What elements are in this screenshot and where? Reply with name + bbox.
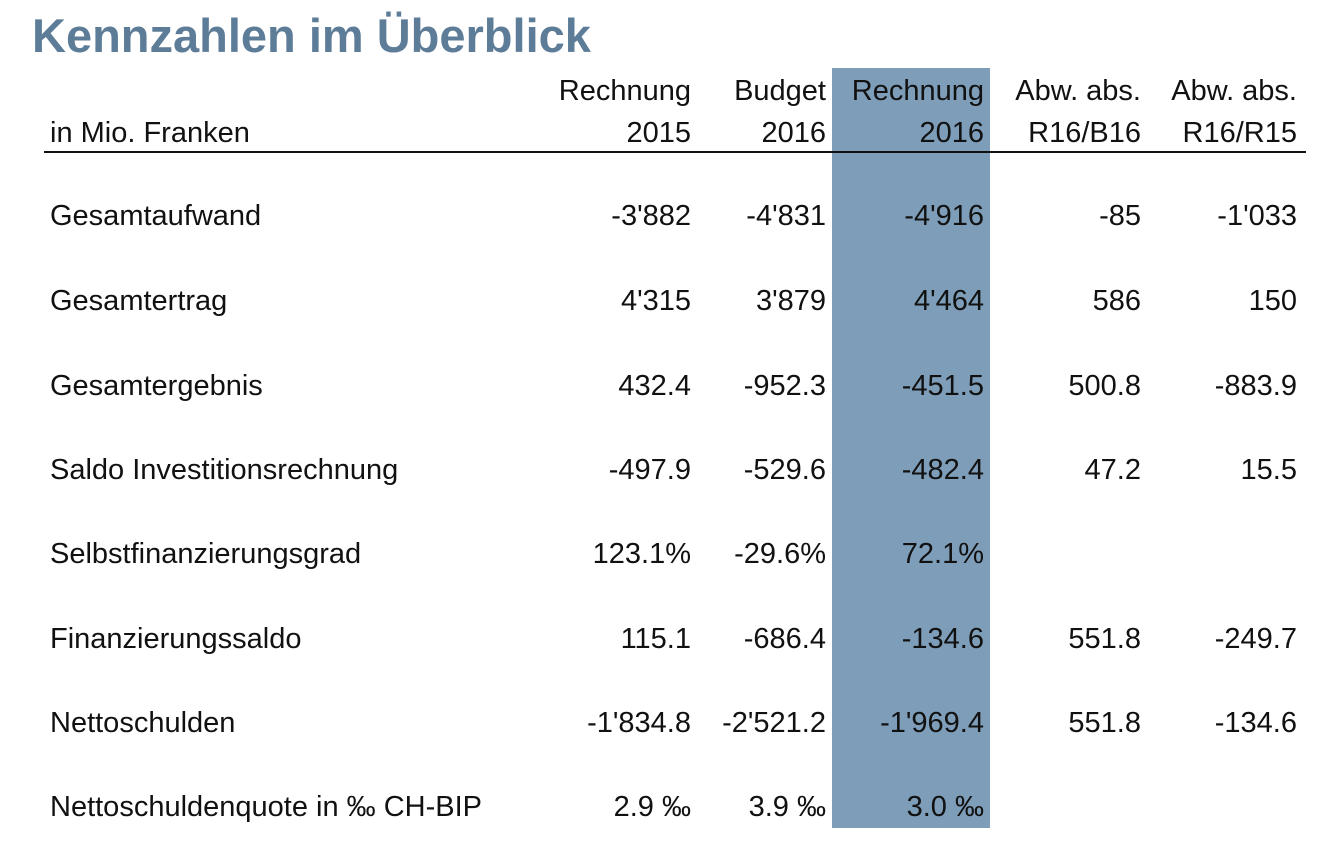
- row-label: Finanzierungssaldo: [50, 623, 302, 655]
- cell-rechnung-2015: -497.9: [608, 454, 691, 486]
- cell-rechnung-2015: -1'834.8: [587, 707, 691, 739]
- cell-budget-2016: -686.4: [743, 623, 826, 655]
- row-label: Gesamtertrag: [50, 285, 228, 317]
- cell-rechnung-2016: -1'969.4: [880, 707, 984, 739]
- col-header-rechnung-2016-line1: Rechnung: [851, 75, 984, 107]
- row-label: Gesamtaufwand: [50, 200, 262, 232]
- cell-rechnung-2015: 2.9 ‰: [613, 791, 691, 823]
- page-title: Kennzahlen im Überblick: [32, 9, 591, 62]
- cell-abw-r16-b16: 551.8: [1068, 707, 1141, 739]
- row-label: Nettoschuldenquote in ‰ CH-BIP: [50, 791, 482, 823]
- col-header-abw-r16-b16-line2: R16/B16: [1028, 117, 1141, 149]
- cell-abw-r16-r15: 150: [1248, 285, 1297, 317]
- cell-abw-r16-r15: -134.6: [1214, 707, 1297, 739]
- cell-abw-r16-b16: 551.8: [1068, 623, 1141, 655]
- col-header-abw-r16-r15-line1: Abw. abs.: [1171, 75, 1297, 107]
- cell-rechnung-2015: -3'882: [611, 200, 691, 232]
- cell-abw-r16-b16: 586: [1092, 285, 1141, 317]
- col-header-abw-r16-b16-line1: Abw. abs.: [1015, 75, 1141, 107]
- cell-rechnung-2015: 4'315: [620, 285, 691, 317]
- col-header-rechnung-2015-line2: 2015: [626, 117, 691, 149]
- cell-abw-r16-r15: -249.7: [1214, 623, 1297, 655]
- col-header-budget-2016-line2: 2016: [761, 117, 826, 149]
- cell-rechnung-2016: 3.0 ‰: [906, 791, 984, 823]
- cell-abw-r16-b16: -85: [1099, 200, 1141, 232]
- highlighted-column-background: [832, 68, 990, 828]
- col-header-abw-r16-r15-line2: R16/R15: [1182, 117, 1297, 149]
- cell-rechnung-2016: -482.4: [901, 454, 984, 486]
- header-rule: [44, 151, 1306, 153]
- cell-abw-r16-b16: 47.2: [1084, 454, 1141, 486]
- cell-rechnung-2015: 432.4: [618, 370, 691, 402]
- cell-rechnung-2015: 123.1%: [592, 538, 691, 570]
- cell-budget-2016: -952.3: [743, 370, 826, 402]
- cell-abw-r16-r15: 15.5: [1240, 454, 1297, 486]
- cell-budget-2016: -529.6: [743, 454, 826, 486]
- cell-budget-2016: -29.6%: [734, 538, 826, 570]
- row-label: Nettoschulden: [50, 707, 236, 739]
- col-header-budget-2016-line1: Budget: [734, 75, 826, 107]
- cell-rechnung-2016: 4'464: [913, 285, 984, 317]
- cell-abw-r16-b16: 500.8: [1068, 370, 1141, 402]
- cell-budget-2016: -2'521.2: [722, 707, 826, 739]
- cell-rechnung-2016: -451.5: [901, 370, 984, 402]
- cell-rechnung-2016: -134.6: [901, 623, 984, 655]
- cell-budget-2016: -4'831: [746, 200, 826, 232]
- row-label: Gesamtergebnis: [50, 370, 263, 402]
- row-label: Selbstfinanzierungsgrad: [50, 538, 362, 570]
- cell-rechnung-2016: 72.1%: [901, 538, 984, 570]
- cell-rechnung-2015: 115.1: [620, 623, 691, 655]
- col-header-rechnung-2016-line2: 2016: [919, 117, 984, 149]
- cell-rechnung-2016: -4'916: [904, 200, 984, 232]
- cell-budget-2016: 3.9 ‰: [748, 791, 826, 823]
- cell-budget-2016: 3'879: [755, 285, 826, 317]
- row-label: Saldo Investitionsrechnung: [50, 454, 399, 486]
- cell-abw-r16-r15: -883.9: [1214, 370, 1297, 402]
- cell-abw-r16-r15: -1'033: [1217, 200, 1297, 232]
- unit-label: in Mio. Franken: [50, 117, 250, 149]
- col-header-rechnung-2015-line1: Rechnung: [558, 75, 691, 107]
